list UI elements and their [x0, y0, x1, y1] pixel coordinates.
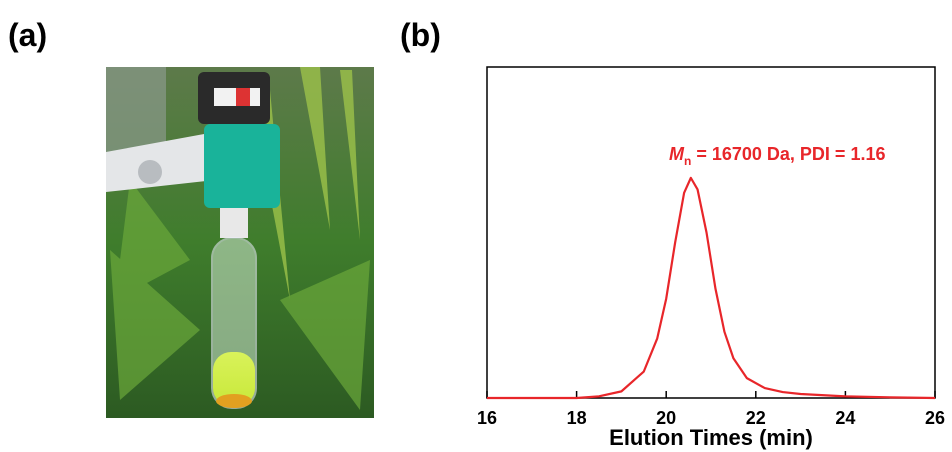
x-tick-label: 18 — [567, 408, 587, 428]
x-tick-label: 26 — [925, 408, 945, 428]
x-axis-label: Elution Times (min) — [609, 425, 813, 450]
annotation-text: = 16700 Da, PDI = 1.16 — [691, 144, 885, 164]
annotation-italic: M — [669, 144, 685, 164]
data-line — [487, 176, 936, 400]
x-tick-label: 20 — [656, 408, 676, 428]
panel-label: (b) — [400, 17, 441, 53]
annotation: Mn = 16700 Da, PDI = 1.16 — [669, 144, 885, 168]
photo — [106, 67, 374, 418]
x-tick-label: 24 — [835, 408, 855, 428]
panel-label: (a) — [8, 17, 47, 53]
x-tick-label: 22 — [746, 408, 766, 428]
x-tick-label: 16 — [477, 408, 497, 428]
plot-frame — [486, 66, 936, 399]
annotation-subscript: n — [684, 154, 691, 168]
